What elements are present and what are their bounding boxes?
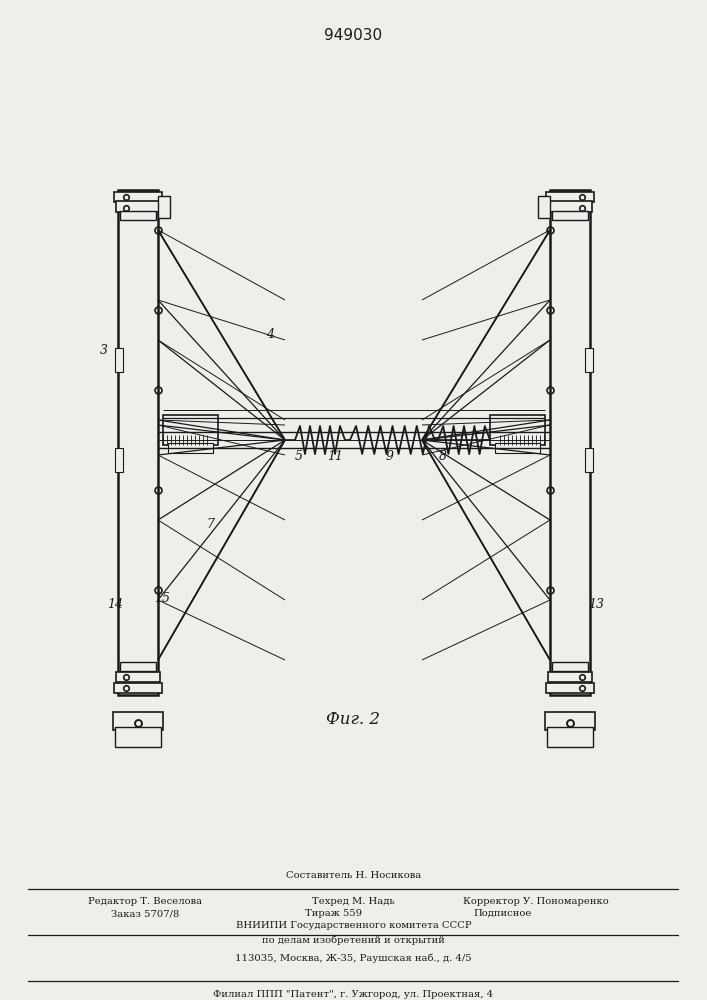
Text: 15: 15 <box>154 591 170 604</box>
Bar <box>116 201 160 212</box>
Bar <box>158 196 170 218</box>
Bar <box>585 348 593 372</box>
Text: 113035, Москва, Ж-35, Раушская наб., д. 4/5: 113035, Москва, Ж-35, Раушская наб., д. … <box>235 953 472 963</box>
Text: 8: 8 <box>439 450 447 464</box>
Text: 13: 13 <box>588 598 604 611</box>
Bar <box>546 683 594 693</box>
Bar <box>538 196 550 218</box>
Bar <box>113 712 163 730</box>
Text: ВНИИПИ Государственного комитета СССР: ВНИИПИ Государственного комитета СССР <box>235 921 472 930</box>
Text: Корректор У. Пономаренко: Корректор У. Пономаренко <box>463 897 609 906</box>
Bar <box>585 448 593 472</box>
Bar <box>548 201 592 212</box>
Text: 949030: 949030 <box>325 27 382 42</box>
Text: 3: 3 <box>100 344 108 357</box>
Bar <box>168 443 213 453</box>
Text: Заказ 5707/8: Заказ 5707/8 <box>111 909 180 918</box>
Text: 5: 5 <box>295 450 303 464</box>
Bar <box>118 190 158 695</box>
Bar <box>115 348 123 372</box>
Bar <box>547 727 593 747</box>
Text: Фиг. 2: Фиг. 2 <box>326 712 380 728</box>
Bar <box>120 662 156 671</box>
Text: Филиал ППП "Патент", г. Ужгород, ул. Проектная, 4: Филиал ППП "Патент", г. Ужгород, ул. Про… <box>214 990 493 999</box>
Bar <box>495 443 540 453</box>
Text: 11: 11 <box>327 450 343 464</box>
Bar <box>114 192 162 202</box>
Text: Тираж 559: Тираж 559 <box>305 909 363 918</box>
Text: 14: 14 <box>107 598 123 611</box>
Text: Подписное: Подписное <box>474 909 532 918</box>
Text: Составитель Н. Носикова: Составитель Н. Носикова <box>286 871 421 880</box>
Bar <box>163 415 218 445</box>
Bar <box>490 415 545 445</box>
Bar <box>550 190 590 695</box>
Bar <box>552 211 588 220</box>
Text: 9: 9 <box>386 450 394 464</box>
Bar <box>545 712 595 730</box>
Bar <box>552 662 588 671</box>
Text: Редактор Т. Веселова: Редактор Т. Веселова <box>88 897 202 906</box>
Bar <box>116 672 160 682</box>
Text: по делам изобретений и открытий: по делам изобретений и открытий <box>262 936 445 945</box>
Text: 4: 4 <box>266 328 274 342</box>
Bar <box>548 672 592 682</box>
Text: 7: 7 <box>206 518 214 532</box>
Bar <box>115 448 123 472</box>
Bar <box>115 727 161 747</box>
Text: Техред М. Надь: Техред М. Надь <box>312 897 395 906</box>
Bar <box>546 192 594 202</box>
Bar <box>114 683 162 693</box>
Bar <box>120 211 156 220</box>
